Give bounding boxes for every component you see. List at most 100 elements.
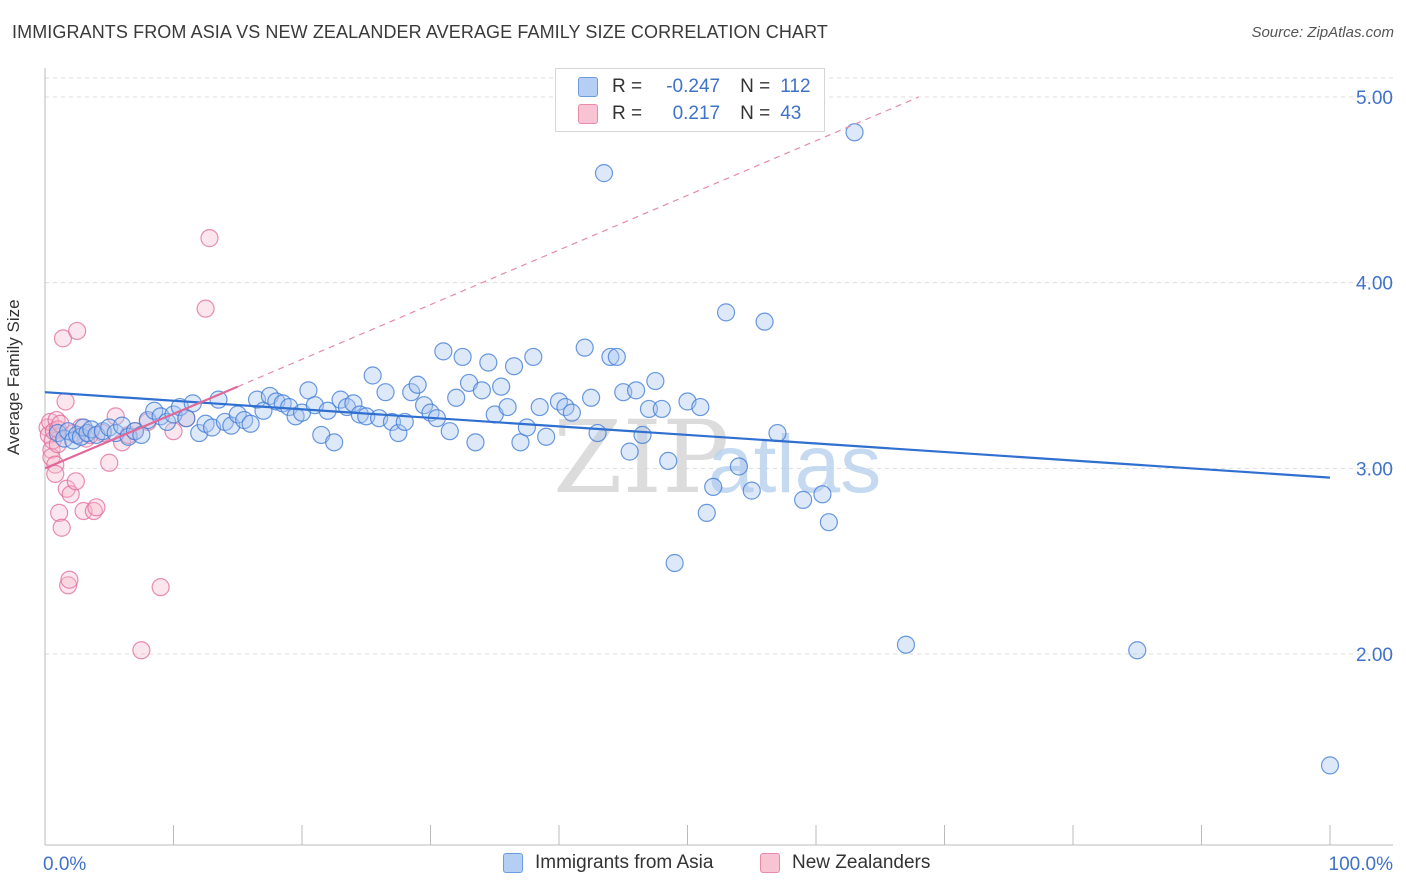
gridlines — [45, 77, 1393, 655]
asia-point-74 — [504, 357, 524, 376]
y-tick-label-3: 5.00 — [1356, 88, 1393, 109]
asia-trend-line — [44, 391, 1331, 479]
asia-point-86 — [594, 164, 614, 183]
asia-point-87 — [601, 347, 620, 367]
nz-point-12 — [50, 503, 69, 522]
legend-swatch-blue — [578, 77, 598, 97]
asia-point-104 — [742, 481, 761, 500]
legend-item-nz: New Zealanders — [760, 852, 930, 874]
asia-point-110 — [845, 123, 864, 142]
watermark-atlas: atlas — [708, 419, 881, 510]
asia-point-8 — [82, 420, 101, 439]
asia-point-99 — [691, 397, 710, 417]
legend-swatch-pink — [578, 104, 598, 124]
nz-point-29 — [87, 498, 106, 517]
asia-point-111 — [896, 635, 916, 654]
tick-labels: 2.00 3.00 4.00 5.00 0.0% 100.0% — [43, 88, 1393, 875]
asia-point-54 — [376, 383, 395, 402]
chart-source: Source: ZipAtlas.com — [1251, 24, 1394, 41]
asia-point-93 — [639, 399, 659, 419]
asia-point-46 — [325, 433, 344, 452]
legend-n-value-2: 43 — [780, 103, 802, 124]
legend-item-asia-swatch — [503, 853, 523, 873]
asia-point-108 — [813, 485, 832, 504]
asia-point-102 — [716, 303, 736, 322]
asia-point-113 — [1320, 756, 1340, 775]
asia-point-69 — [472, 381, 491, 400]
legend-r-label-2: R = — [612, 103, 643, 124]
asia-point-56 — [389, 423, 408, 443]
asia-point-90 — [620, 442, 639, 461]
asia-point-88 — [607, 347, 626, 367]
nz-trend-extension — [237, 96, 920, 388]
nz-point-22 — [66, 472, 85, 491]
asia-point-65 — [447, 388, 466, 407]
asia-point-112 — [1128, 641, 1147, 660]
asia-point-103 — [729, 457, 749, 476]
y-axis-label: Average Family Size — [4, 299, 23, 455]
asia-point-107 — [794, 490, 813, 509]
asia-point-79 — [537, 427, 556, 446]
legend-item-asia: Immigrants from Asia — [503, 852, 713, 874]
asia-point-68 — [466, 433, 485, 452]
x-tick-label-max: 100.0% — [1329, 854, 1394, 875]
y-tick-label-0: 2.00 — [1356, 645, 1393, 666]
watermark: ZIP atlas — [553, 399, 881, 516]
legend-r-label-1: R = — [612, 76, 643, 97]
axes — [44, 68, 1393, 846]
nz-point-42 — [200, 229, 219, 248]
nz-point-31 — [100, 453, 119, 472]
nz-point-16 — [56, 392, 75, 411]
chart-title: IMMIGRANTS FROM ASIA VS NEW ZEALANDER AV… — [12, 22, 828, 42]
asia-point-58 — [402, 383, 421, 402]
asia-point-57 — [395, 412, 414, 432]
nz-point-38 — [151, 578, 170, 597]
nz-point-23 — [68, 321, 87, 341]
asia-point-97 — [665, 553, 684, 573]
nz-point-8 — [46, 464, 65, 484]
nz-point-15 — [53, 329, 73, 348]
asia-point-33 — [241, 414, 260, 433]
legend-n-label-2: N = — [740, 103, 771, 124]
asia-point-60 — [414, 396, 434, 415]
asia-point-109 — [819, 513, 838, 532]
asia-point-77 — [524, 347, 543, 367]
asia-point-105 — [755, 312, 774, 331]
asia-point-85 — [588, 423, 607, 443]
asia-point-101 — [704, 477, 723, 496]
nz-point-18 — [59, 576, 78, 595]
nz-point-19 — [60, 570, 79, 589]
y-tick-label-2: 4.00 — [1356, 274, 1393, 295]
nz-point-14 — [52, 518, 71, 537]
asia-point-78 — [530, 397, 549, 417]
legend-n-label-1: N = — [740, 76, 771, 97]
legend-row-nz: R = 0.217 N = 43 — [578, 102, 801, 126]
legend-n-value-1: 112 — [780, 76, 811, 97]
asia-point-52 — [363, 366, 382, 385]
asia-point-59 — [408, 375, 427, 394]
legend-r-value-2: 0.217 — [672, 103, 721, 124]
x-tick-label-min: 0.0% — [43, 854, 86, 875]
asia-point-63 — [434, 342, 453, 361]
asia-point-76 — [517, 418, 536, 437]
legend-item-nz-label: New Zealanders — [792, 852, 931, 873]
series-legend: Immigrants from Asia New Zealanders — [0, 852, 1406, 878]
asia-point-72 — [492, 377, 511, 396]
asia-point-73 — [498, 397, 517, 417]
watermark-zip: ZIP — [553, 399, 729, 516]
asia-point-100 — [697, 503, 716, 522]
asia-point-84 — [582, 388, 601, 407]
asia-point-94 — [646, 371, 665, 391]
y-tick-label-1: 3.00 — [1356, 459, 1393, 480]
asia-point-92 — [633, 425, 652, 445]
asia-point-106 — [768, 423, 787, 443]
asia-point-55 — [382, 412, 402, 432]
asia-point-95 — [652, 399, 671, 419]
asia-point-91 — [626, 381, 646, 400]
trend-lines — [44, 96, 1331, 479]
nz-trend-line — [44, 385, 239, 470]
asia-point-66 — [453, 347, 472, 367]
asia-point-64 — [440, 422, 459, 441]
nz-point-41 — [196, 299, 215, 318]
